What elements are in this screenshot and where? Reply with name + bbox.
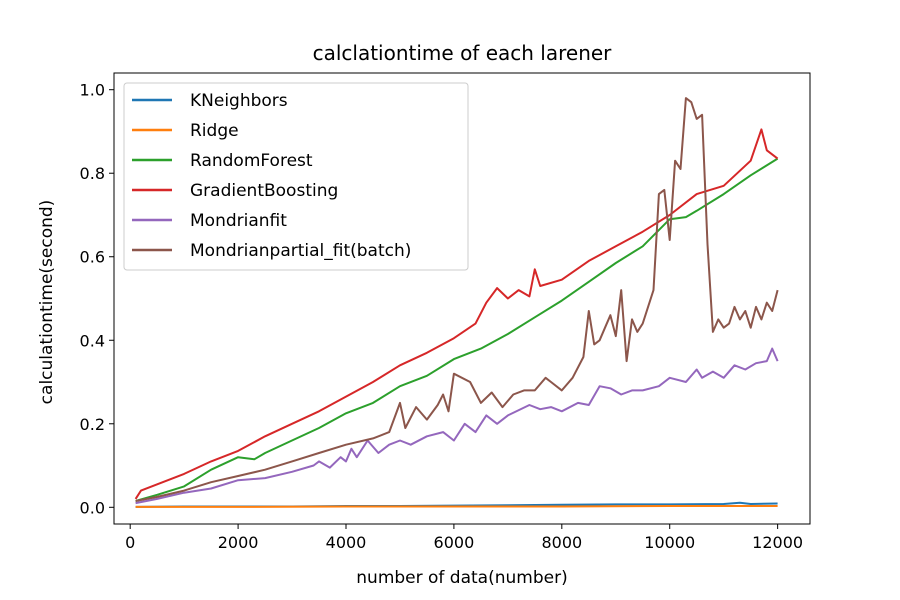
series-line-mondrianpartial-fit-batch <box>135 97 779 502</box>
y-tick-label: 0.4 <box>80 331 105 350</box>
x-tick-label: 8000 <box>541 533 582 552</box>
series-line-randomforest <box>135 157 779 502</box>
legend-label: KNeighbors <box>190 91 288 111</box>
series-layer <box>134 97 779 508</box>
legend-label: GradientBoosting <box>190 181 338 201</box>
legend-label: Mondrianfit <box>190 211 287 231</box>
x-tick-label: 0 <box>125 533 135 552</box>
series-line-gradientboosting <box>134 128 779 500</box>
y-tick-label: 0.0 <box>80 498 105 517</box>
y-axis-label: calculationtime(second) <box>37 200 57 405</box>
y-tick-label: 1.0 <box>80 81 105 100</box>
axis-ticks: 0 2000 4000 6000 8000 10000 12000 0.0 0.2 0.4 0.6 0… <box>80 81 804 552</box>
plot-frame <box>113 72 811 525</box>
series-line-mondrianfit <box>135 347 779 505</box>
x-tick-label: 2000 <box>218 533 259 552</box>
y-tick-label: 0.6 <box>80 248 105 267</box>
legend-label: Mondrianpartial_fit(batch) <box>190 241 411 261</box>
x-tick-label: 10000 <box>644 533 695 552</box>
x-tick-label: 12000 <box>752 533 803 552</box>
chart-title: calclationtime of each larener <box>313 41 613 65</box>
legend-label: RandomForest <box>190 151 313 171</box>
y-tick-label: 0.2 <box>80 415 105 434</box>
x-axis-label: number of data(number) <box>356 568 567 588</box>
x-tick-label: 6000 <box>434 533 475 552</box>
legend-box <box>123 82 469 271</box>
series-line-ridge <box>135 505 778 508</box>
legend-label: Ridge <box>190 121 239 141</box>
y-tick-label: 0.8 <box>80 164 105 183</box>
x-tick-label: 4000 <box>326 533 367 552</box>
legend: KNeighbors Ridge RandomForest GradientBoost… <box>123 82 469 271</box>
